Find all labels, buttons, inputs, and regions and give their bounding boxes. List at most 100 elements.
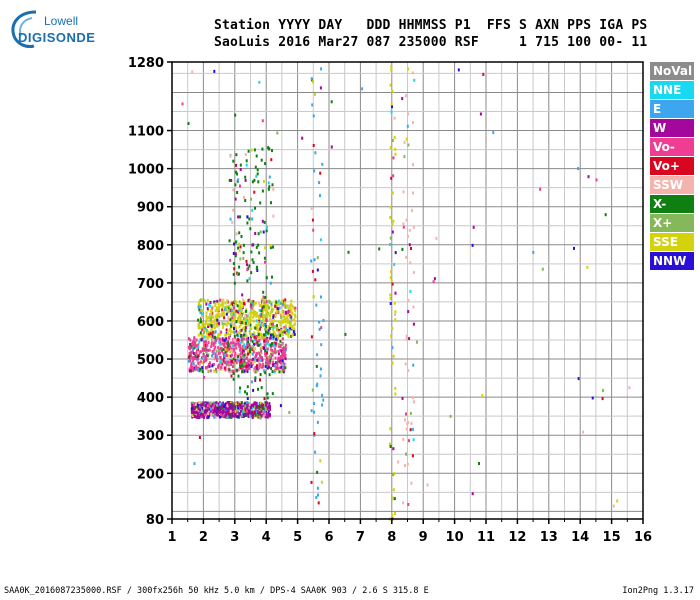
echo-point xyxy=(223,411,226,415)
echo-point xyxy=(410,421,413,425)
echo-point xyxy=(205,318,208,322)
echo-point xyxy=(230,403,232,407)
echo-point xyxy=(274,304,277,308)
echo-point xyxy=(281,343,284,346)
echo-point xyxy=(314,278,317,282)
echo-point xyxy=(272,308,275,312)
echo-point xyxy=(206,409,209,413)
echo-point xyxy=(189,366,192,370)
echo-point xyxy=(259,358,262,362)
echo-point xyxy=(254,347,257,351)
echo-point xyxy=(254,312,257,316)
echo-point xyxy=(261,362,264,366)
echo-point xyxy=(258,309,261,313)
echo-point xyxy=(242,251,245,255)
echo-point xyxy=(246,279,249,283)
echo-point xyxy=(278,370,281,374)
echo-point xyxy=(279,320,282,324)
echo-point xyxy=(233,317,236,321)
echo-point xyxy=(411,427,414,431)
echo-point xyxy=(216,407,219,411)
echo-point xyxy=(233,404,236,408)
echo-point xyxy=(310,77,313,81)
echo-point xyxy=(225,328,228,332)
echo-point xyxy=(321,403,324,407)
echo-point xyxy=(322,398,325,402)
echo-point xyxy=(226,299,229,303)
echo-point xyxy=(273,319,275,323)
y-tick-label: 1280 xyxy=(128,56,164,71)
echo-point xyxy=(262,335,265,339)
echo-point xyxy=(243,345,245,349)
echo-point xyxy=(219,402,222,406)
echo-point xyxy=(272,214,275,218)
echo-point xyxy=(259,201,262,205)
echo-point xyxy=(541,267,544,271)
echo-point xyxy=(205,321,207,325)
echo-point xyxy=(223,405,225,409)
echo-point xyxy=(235,329,238,333)
echo-point xyxy=(586,265,589,269)
echo-point xyxy=(253,357,256,361)
echo-point xyxy=(268,361,271,365)
echo-point xyxy=(233,327,235,330)
echo-point xyxy=(238,412,241,416)
echo-point xyxy=(232,357,235,361)
echo-point xyxy=(283,325,286,329)
echo-point xyxy=(229,258,232,262)
echo-point xyxy=(249,350,251,353)
echo-point xyxy=(259,304,261,307)
echo-point xyxy=(410,247,412,250)
echo-point xyxy=(224,360,227,364)
echo-point xyxy=(227,306,230,310)
echo-point xyxy=(215,370,218,374)
echo-point xyxy=(236,191,239,194)
echo-point xyxy=(257,328,260,332)
echo-point xyxy=(223,313,225,317)
echo-point xyxy=(393,116,396,120)
echo-point xyxy=(457,68,460,72)
echo-point xyxy=(407,112,410,116)
echo-point xyxy=(199,317,202,321)
echo-point xyxy=(272,330,275,334)
echo-point xyxy=(197,354,200,358)
echo-point xyxy=(216,359,219,362)
echo-point xyxy=(193,337,196,341)
echo-point xyxy=(405,337,408,341)
echo-point xyxy=(205,346,208,350)
echo-point xyxy=(192,356,195,359)
echo-point xyxy=(282,315,285,318)
echo-point xyxy=(389,427,392,431)
y-tick-label: 600 xyxy=(137,315,164,330)
echo-point xyxy=(390,279,393,283)
echo-point xyxy=(250,250,253,254)
echo-point xyxy=(279,339,282,343)
echo-point xyxy=(241,327,244,331)
echo-point xyxy=(201,368,204,372)
echo-point xyxy=(224,403,227,407)
echo-point xyxy=(231,344,234,348)
echo-point xyxy=(265,338,268,342)
echo-point xyxy=(249,315,252,318)
x-tick-label: 16 xyxy=(634,530,652,545)
echo-point xyxy=(235,163,237,167)
echo-point xyxy=(217,349,220,352)
echo-point xyxy=(412,438,415,442)
echo-point xyxy=(202,356,205,360)
echo-point xyxy=(279,366,281,370)
echo-point xyxy=(245,337,248,341)
echo-point xyxy=(409,289,412,293)
echo-point xyxy=(312,80,314,84)
echo-point xyxy=(291,326,294,330)
echo-point xyxy=(316,470,319,474)
echo-point xyxy=(242,321,245,325)
echo-point xyxy=(291,333,294,337)
y-tick-label: 700 xyxy=(137,277,164,292)
echo-point xyxy=(255,319,258,323)
echo-point xyxy=(272,337,275,341)
echo-point xyxy=(261,219,264,223)
echo-point xyxy=(199,305,202,309)
echo-point xyxy=(213,326,216,330)
echo-point xyxy=(264,335,267,339)
echo-point xyxy=(320,295,322,299)
